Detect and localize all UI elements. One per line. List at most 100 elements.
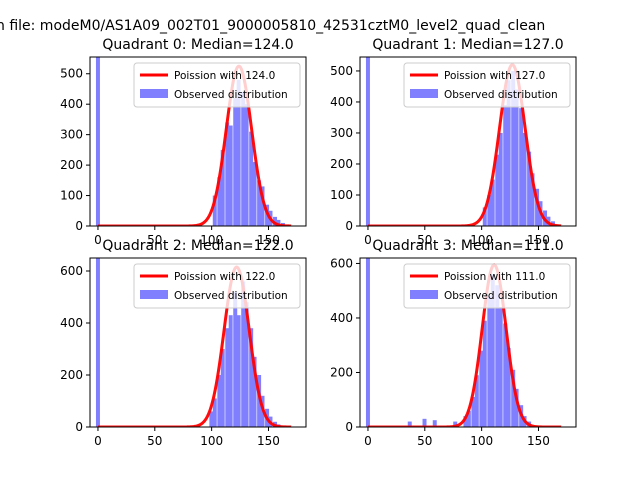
subplot-title: Quadrant 3: Median=111.0 bbox=[372, 238, 563, 254]
legend: Poission with 124.0 Observed distribution bbox=[133, 62, 301, 108]
histogram-bar bbox=[407, 421, 412, 427]
histogram-bar bbox=[228, 125, 233, 226]
legend: Poission with 111.0 Observed distribution bbox=[403, 263, 571, 309]
x-tick-label: 0 bbox=[94, 434, 102, 448]
histogram-bar bbox=[522, 132, 527, 226]
y-tick-label: 300 bbox=[330, 126, 353, 140]
x-tick-label: 100 bbox=[200, 233, 223, 247]
histogram-bar bbox=[495, 154, 500, 226]
histogram-bar bbox=[209, 411, 214, 427]
histogram-bar bbox=[225, 122, 230, 226]
histogram-bar bbox=[535, 188, 540, 226]
y-tick-label: 600 bbox=[60, 264, 83, 278]
histogram-bar bbox=[244, 104, 249, 226]
histogram-bar bbox=[498, 132, 503, 226]
histogram-bar bbox=[220, 149, 225, 226]
subplot-1: Quadrant 1: Median=127.0 0 50 100 150 0 100 200… bbox=[330, 37, 577, 247]
y-tick-label: 400 bbox=[60, 97, 83, 111]
axes-frame bbox=[89, 257, 307, 428]
histogram-bar bbox=[490, 274, 495, 427]
histogram-bar bbox=[220, 349, 225, 427]
histogram-bar bbox=[276, 219, 281, 226]
x-tick-label: 0 bbox=[364, 233, 372, 247]
y-tick-label: 100 bbox=[60, 189, 83, 203]
histogram-bar bbox=[273, 216, 278, 226]
y-tick-label: 400 bbox=[330, 95, 353, 109]
y-tick-label: 200 bbox=[330, 365, 353, 379]
x-tick-label: 100 bbox=[470, 434, 493, 448]
subplot-title: Quadrant 0: Median=124.0 bbox=[102, 37, 293, 53]
legend-hist-swatch bbox=[140, 89, 168, 98]
histogram-bar bbox=[212, 195, 217, 226]
legend-label-hist: Observed distribution bbox=[174, 290, 288, 302]
histogram-bar bbox=[479, 350, 484, 427]
y-tick-label: 300 bbox=[60, 128, 83, 142]
y-tick-label: 400 bbox=[60, 316, 83, 330]
histogram-bar bbox=[498, 307, 503, 427]
histogram-bar bbox=[249, 131, 254, 226]
figure-suptitle: n file: modeM0/AS1A09_002T01_9000005810_… bbox=[0, 18, 545, 34]
histogram-bar bbox=[482, 207, 487, 226]
histogram-bar bbox=[514, 388, 519, 427]
histogram-bar bbox=[252, 162, 257, 226]
histogram-bar bbox=[95, 57, 100, 226]
x-tick-label: 150 bbox=[527, 233, 550, 247]
x-tick-label: 0 bbox=[94, 233, 102, 247]
histogram-bar bbox=[236, 315, 241, 427]
histogram-bar bbox=[527, 151, 532, 226]
subplot-grid: Quadrant 0: Median=124.0 0 50 100 150 0 100 200… bbox=[60, 37, 577, 448]
histogram-bar bbox=[217, 177, 222, 226]
histogram-bar bbox=[519, 108, 524, 226]
histogram-bar bbox=[225, 328, 230, 427]
y-tick-label: 0 bbox=[75, 420, 83, 434]
legend: Poission with 127.0 Observed distribution bbox=[403, 62, 571, 108]
histogram-bar bbox=[466, 410, 471, 427]
histogram-bar bbox=[241, 281, 246, 427]
y-tick-label: 200 bbox=[60, 368, 83, 382]
legend-box bbox=[133, 62, 301, 108]
histogram-bar bbox=[249, 328, 254, 427]
histogram-bar bbox=[95, 258, 100, 427]
plot-area bbox=[95, 258, 292, 427]
x-tick-label: 0 bbox=[364, 434, 372, 448]
y-tick-label: 0 bbox=[345, 219, 353, 233]
histogram-bar bbox=[487, 296, 492, 427]
legend-label-hist: Observed distribution bbox=[174, 89, 288, 101]
histogram-bar bbox=[495, 285, 500, 427]
plot-area bbox=[365, 258, 562, 427]
histogram-bar bbox=[233, 98, 238, 226]
histogram-bar bbox=[365, 258, 370, 427]
legend-hist-swatch bbox=[140, 290, 168, 299]
x-tick-label: 100 bbox=[470, 233, 493, 247]
y-tick-label: 0 bbox=[345, 420, 353, 434]
histogram-bar bbox=[453, 421, 458, 427]
subplot-0: Quadrant 0: Median=124.0 0 50 100 150 0 100 200… bbox=[60, 37, 307, 247]
histogram-bar bbox=[530, 173, 535, 226]
histogram-bar bbox=[432, 420, 437, 427]
histogram-bar bbox=[241, 92, 246, 226]
legend-label-hist: Observed distribution bbox=[444, 89, 558, 101]
legend-box bbox=[133, 263, 301, 309]
y-tick-label: 500 bbox=[330, 64, 353, 78]
histogram-bar bbox=[503, 323, 508, 427]
y-tick-label: 0 bbox=[75, 219, 83, 233]
histogram-bar bbox=[233, 291, 238, 427]
subplot-title: Quadrant 2: Median=122.0 bbox=[102, 238, 293, 254]
axes-frame bbox=[359, 56, 577, 227]
legend-label-hist: Observed distribution bbox=[444, 290, 558, 302]
histogram-bar bbox=[252, 356, 257, 427]
histogram-bar bbox=[471, 397, 476, 427]
legend: Poission with 122.0 Observed distribution bbox=[133, 263, 301, 309]
y-tick-label: 100 bbox=[330, 188, 353, 202]
y-tick-label: 200 bbox=[60, 158, 83, 172]
x-tick-label: 50 bbox=[417, 233, 432, 247]
histogram-bar bbox=[257, 180, 262, 226]
subplot-3: Quadrant 3: Median=111.0 0 50 100 150 0 200 400… bbox=[330, 238, 577, 448]
y-tick-label: 200 bbox=[330, 157, 353, 171]
histogram-bar bbox=[506, 347, 511, 427]
x-tick-label: 150 bbox=[257, 233, 280, 247]
legend-hist-swatch bbox=[410, 89, 438, 98]
axes-frame bbox=[359, 257, 577, 428]
histogram-bar bbox=[260, 186, 265, 226]
